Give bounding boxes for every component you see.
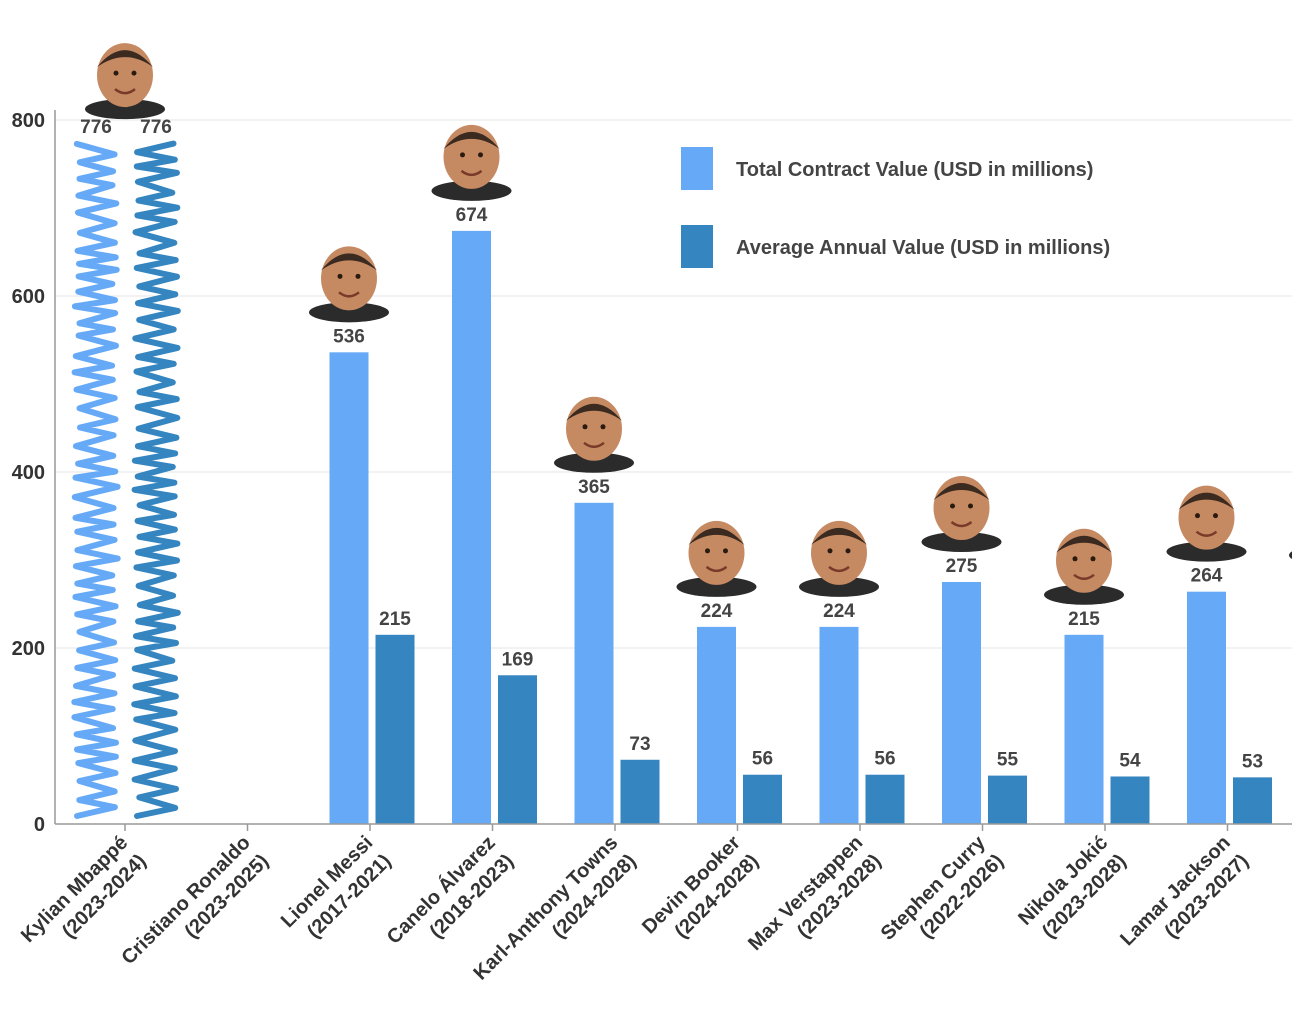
legend-label: Average Annual Value (USD in millions)	[736, 237, 1110, 259]
y-tick-label: 0	[34, 814, 45, 836]
bar	[574, 502, 614, 824]
data-label: 275	[946, 556, 978, 577]
bar	[1233, 777, 1272, 824]
bar	[942, 582, 981, 824]
player-photo-icon	[676, 520, 757, 597]
bar	[498, 675, 537, 824]
scribbled-bar	[71, 140, 121, 819]
bar	[819, 626, 859, 824]
player-photo-icon	[1166, 485, 1247, 562]
player-photo-icon	[431, 124, 512, 201]
player-photo-icon	[309, 246, 389, 323]
data-label: 224	[823, 601, 855, 622]
legend-swatch	[681, 225, 713, 268]
bar	[329, 352, 369, 824]
data-label: 73	[629, 734, 650, 755]
bar	[1187, 591, 1226, 824]
x-category-label: Nikola Jokić(2023-2028)	[1014, 832, 1130, 943]
player-photo-icon	[799, 520, 879, 597]
x-category-label: Lamar Jackson(2023-2027)	[1116, 832, 1253, 951]
player-photo-icon	[1044, 528, 1124, 605]
legend-label: Total Contract Value (USD in millions)	[736, 159, 1093, 181]
y-tick-label: 600	[12, 286, 45, 308]
player-photo-icon	[921, 476, 1002, 552]
data-label: 776	[80, 117, 112, 138]
bar	[620, 759, 660, 824]
scribbled-bar	[131, 140, 181, 819]
data-label: 776	[140, 117, 172, 138]
bar	[1110, 776, 1150, 824]
legend-swatch	[681, 147, 713, 190]
bar	[743, 774, 782, 824]
bar	[452, 230, 491, 824]
data-label: 56	[874, 749, 895, 770]
data-label: 53	[1242, 751, 1263, 772]
player-avatars	[85, 43, 1292, 605]
axes	[54, 110, 1292, 831]
data-label: 224	[701, 601, 733, 622]
data-label: 55	[997, 750, 1019, 771]
x-category-label: Max Verstappen(2023-2028)	[744, 832, 886, 955]
legend: Total Contract Value (USD in millions) Av…	[681, 147, 1110, 268]
bar	[697, 626, 736, 824]
player-photo-icon	[85, 43, 165, 120]
data-label: 674	[456, 205, 488, 226]
bars	[71, 140, 1272, 824]
y-tick-label: 400	[12, 462, 45, 484]
bar	[988, 775, 1027, 824]
data-labels: 776 776 536 215 674 169 365 73 224 56 224 56 275 55 21…	[80, 117, 1263, 772]
data-label: 169	[502, 649, 534, 670]
x-category-label: Lionel Messi(2017-2021)	[277, 832, 396, 943]
data-label: 215	[1068, 609, 1100, 630]
category-labels: Kylian Mbappé(2023-2024)Cristiano Ronald…	[17, 831, 1253, 984]
y-tick-label: 200	[12, 638, 45, 660]
y-tick-label: 800	[12, 110, 45, 132]
x-category-label: Cristiano Ronaldo(2023-2025)	[117, 832, 273, 969]
player-photo-icon	[554, 396, 634, 473]
bar	[1064, 634, 1104, 824]
data-label: 365	[578, 477, 610, 498]
data-label: 536	[333, 326, 365, 347]
data-label: 54	[1119, 750, 1141, 771]
x-category-label: Stephen Curry(2022-2026)	[877, 831, 1008, 945]
data-label: 56	[752, 749, 773, 770]
data-label: 215	[379, 609, 411, 630]
player-photo-icon	[1289, 551, 1292, 559]
y-axis-ticks: 0 200 400 600 800	[12, 110, 45, 836]
bar	[375, 634, 415, 824]
bar	[865, 774, 905, 824]
data-label: 264	[1191, 566, 1223, 587]
